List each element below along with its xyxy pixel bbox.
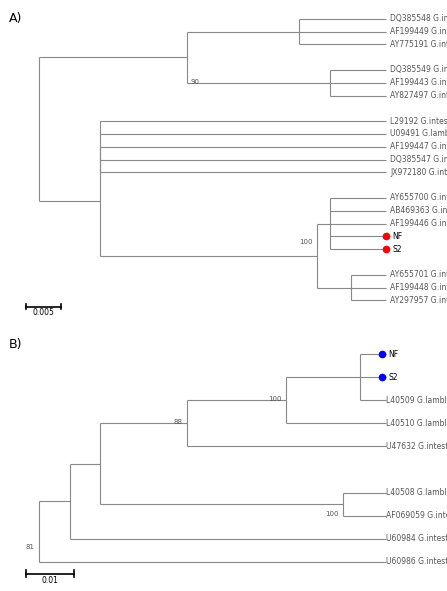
Text: S2: S2 — [392, 245, 402, 254]
Text: U60984 G.intestinalis (C): U60984 G.intestinalis (C) — [386, 534, 447, 543]
Text: AY827497 G.intestinalis (D): AY827497 G.intestinalis (D) — [390, 91, 447, 100]
Text: 100: 100 — [269, 395, 282, 402]
Text: AY655700 G.intestinalis (A): AY655700 G.intestinalis (A) — [390, 193, 447, 203]
Text: U60986 G.intestinalis (D): U60986 G.intestinalis (D) — [386, 557, 447, 567]
Text: L40508 G.lamblia (BIV): L40508 G.lamblia (BIV) — [386, 488, 447, 497]
Text: AF199449 G.intestinalis (dog): AF199449 G.intestinalis (dog) — [390, 27, 447, 36]
Text: AF199446 G.intestinalis (A): AF199446 G.intestinalis (A) — [390, 219, 447, 228]
Text: NF: NF — [388, 349, 398, 359]
Text: 88: 88 — [173, 419, 182, 425]
Text: JX972180 G.intestinalis (B): JX972180 G.intestinalis (B) — [390, 168, 447, 177]
Text: 100: 100 — [325, 511, 338, 517]
Text: AF199443 G.intestinalis (dog): AF199443 G.intestinalis (dog) — [390, 78, 447, 87]
Text: U09491 G.lamblia (B): U09491 G.lamblia (B) — [390, 129, 447, 138]
Text: U47632 G.intestinalis (E): U47632 G.intestinalis (E) — [386, 442, 447, 451]
Text: L40510 G.lamblia (AII): L40510 G.lamblia (AII) — [386, 419, 447, 428]
Text: AY655701 G.intestinalis (E): AY655701 G.intestinalis (E) — [390, 270, 447, 280]
Text: L29192 G.intestinalis (human): L29192 G.intestinalis (human) — [390, 116, 447, 126]
Text: 0.01: 0.01 — [42, 576, 59, 584]
Text: AY775191 G.intestinalis (C): AY775191 G.intestinalis (C) — [390, 40, 447, 49]
Text: NF: NF — [392, 232, 403, 241]
Text: AF069059 G.intestinalis (BIII): AF069059 G.intestinalis (BIII) — [386, 511, 447, 520]
Text: AB469363 G.intestinalis (A): AB469363 G.intestinalis (A) — [390, 206, 447, 215]
Text: 90: 90 — [191, 79, 200, 85]
Text: B): B) — [9, 338, 22, 351]
Text: S2: S2 — [388, 373, 398, 382]
Text: DQ385547 G.intestinalis (B): DQ385547 G.intestinalis (B) — [390, 155, 447, 164]
Text: DQ385549 G.intestinalis (D): DQ385549 G.intestinalis (D) — [390, 66, 447, 74]
Text: 81: 81 — [26, 544, 35, 550]
Text: AF199447 G.intestinalis (B): AF199447 G.intestinalis (B) — [390, 142, 447, 151]
Text: AY297957 G.intestinalis (E): AY297957 G.intestinalis (E) — [390, 296, 447, 305]
Text: 0.005: 0.005 — [33, 307, 55, 317]
Text: A): A) — [9, 12, 22, 25]
Text: AF199448 G.intestinalis (goat): AF199448 G.intestinalis (goat) — [390, 283, 447, 292]
Text: 100: 100 — [299, 239, 312, 245]
Text: DQ385548 G.intestinalis (C): DQ385548 G.intestinalis (C) — [390, 14, 447, 23]
Text: L40509 G.lamblia (AI): L40509 G.lamblia (AI) — [386, 396, 447, 405]
